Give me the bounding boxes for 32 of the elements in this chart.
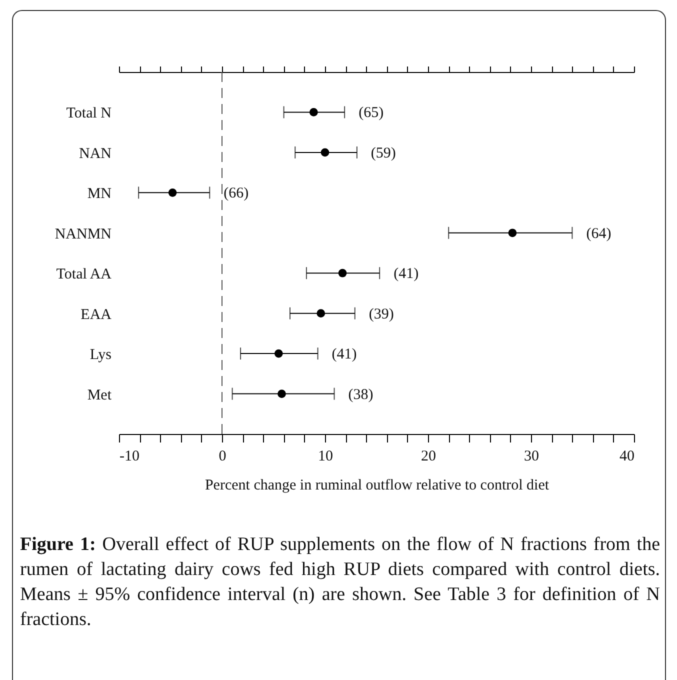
point (309, 108, 318, 116)
y-tick-label: NAN (79, 146, 112, 162)
point (274, 349, 283, 358)
point (316, 309, 326, 318)
y-tick-label: MN (87, 186, 112, 202)
y-tick-label: Total AA (56, 266, 112, 283)
annotation: (38) (348, 386, 374, 403)
annotation: (65) (358, 105, 384, 122)
caption: Figure 1: Overall effect of RUP supplements on the flow of N fractions from the rumen of lactating dairy cows fed high RUP diets compared with control diets. Means ± 95% confidence interval (n) are shown. See Table 3 for definition of N fractions. (20, 533, 660, 632)
x-tick-label: 40 (620, 448, 634, 464)
point (278, 390, 286, 398)
point (338, 268, 347, 278)
annotation: (64) (586, 226, 612, 242)
y-tick-label: Total N (66, 106, 112, 122)
x-tick-label: 30 (524, 448, 539, 464)
point (508, 228, 517, 238)
y-tick-label: EAA (80, 306, 112, 323)
x-tick-label: 20 (421, 448, 436, 464)
annotation: (59) (370, 145, 396, 162)
y-tick-label: NANMN (54, 226, 112, 242)
annotation: (41) (332, 346, 357, 363)
point (168, 188, 177, 197)
annotation: (39) (368, 306, 394, 322)
x-tick-label: 0 (218, 448, 226, 464)
x-tick-label: 10 (318, 448, 333, 464)
y-tick-label: Met (87, 387, 112, 404)
annotation: (41) (394, 266, 419, 282)
point (320, 148, 330, 157)
x-axis-title: Percent change in ruminal outflow relative to control diet (204, 478, 550, 494)
x-tick-label: -10 (120, 448, 140, 464)
y-tick-label: Lys (90, 347, 112, 364)
annotation: (66) (224, 186, 249, 202)
